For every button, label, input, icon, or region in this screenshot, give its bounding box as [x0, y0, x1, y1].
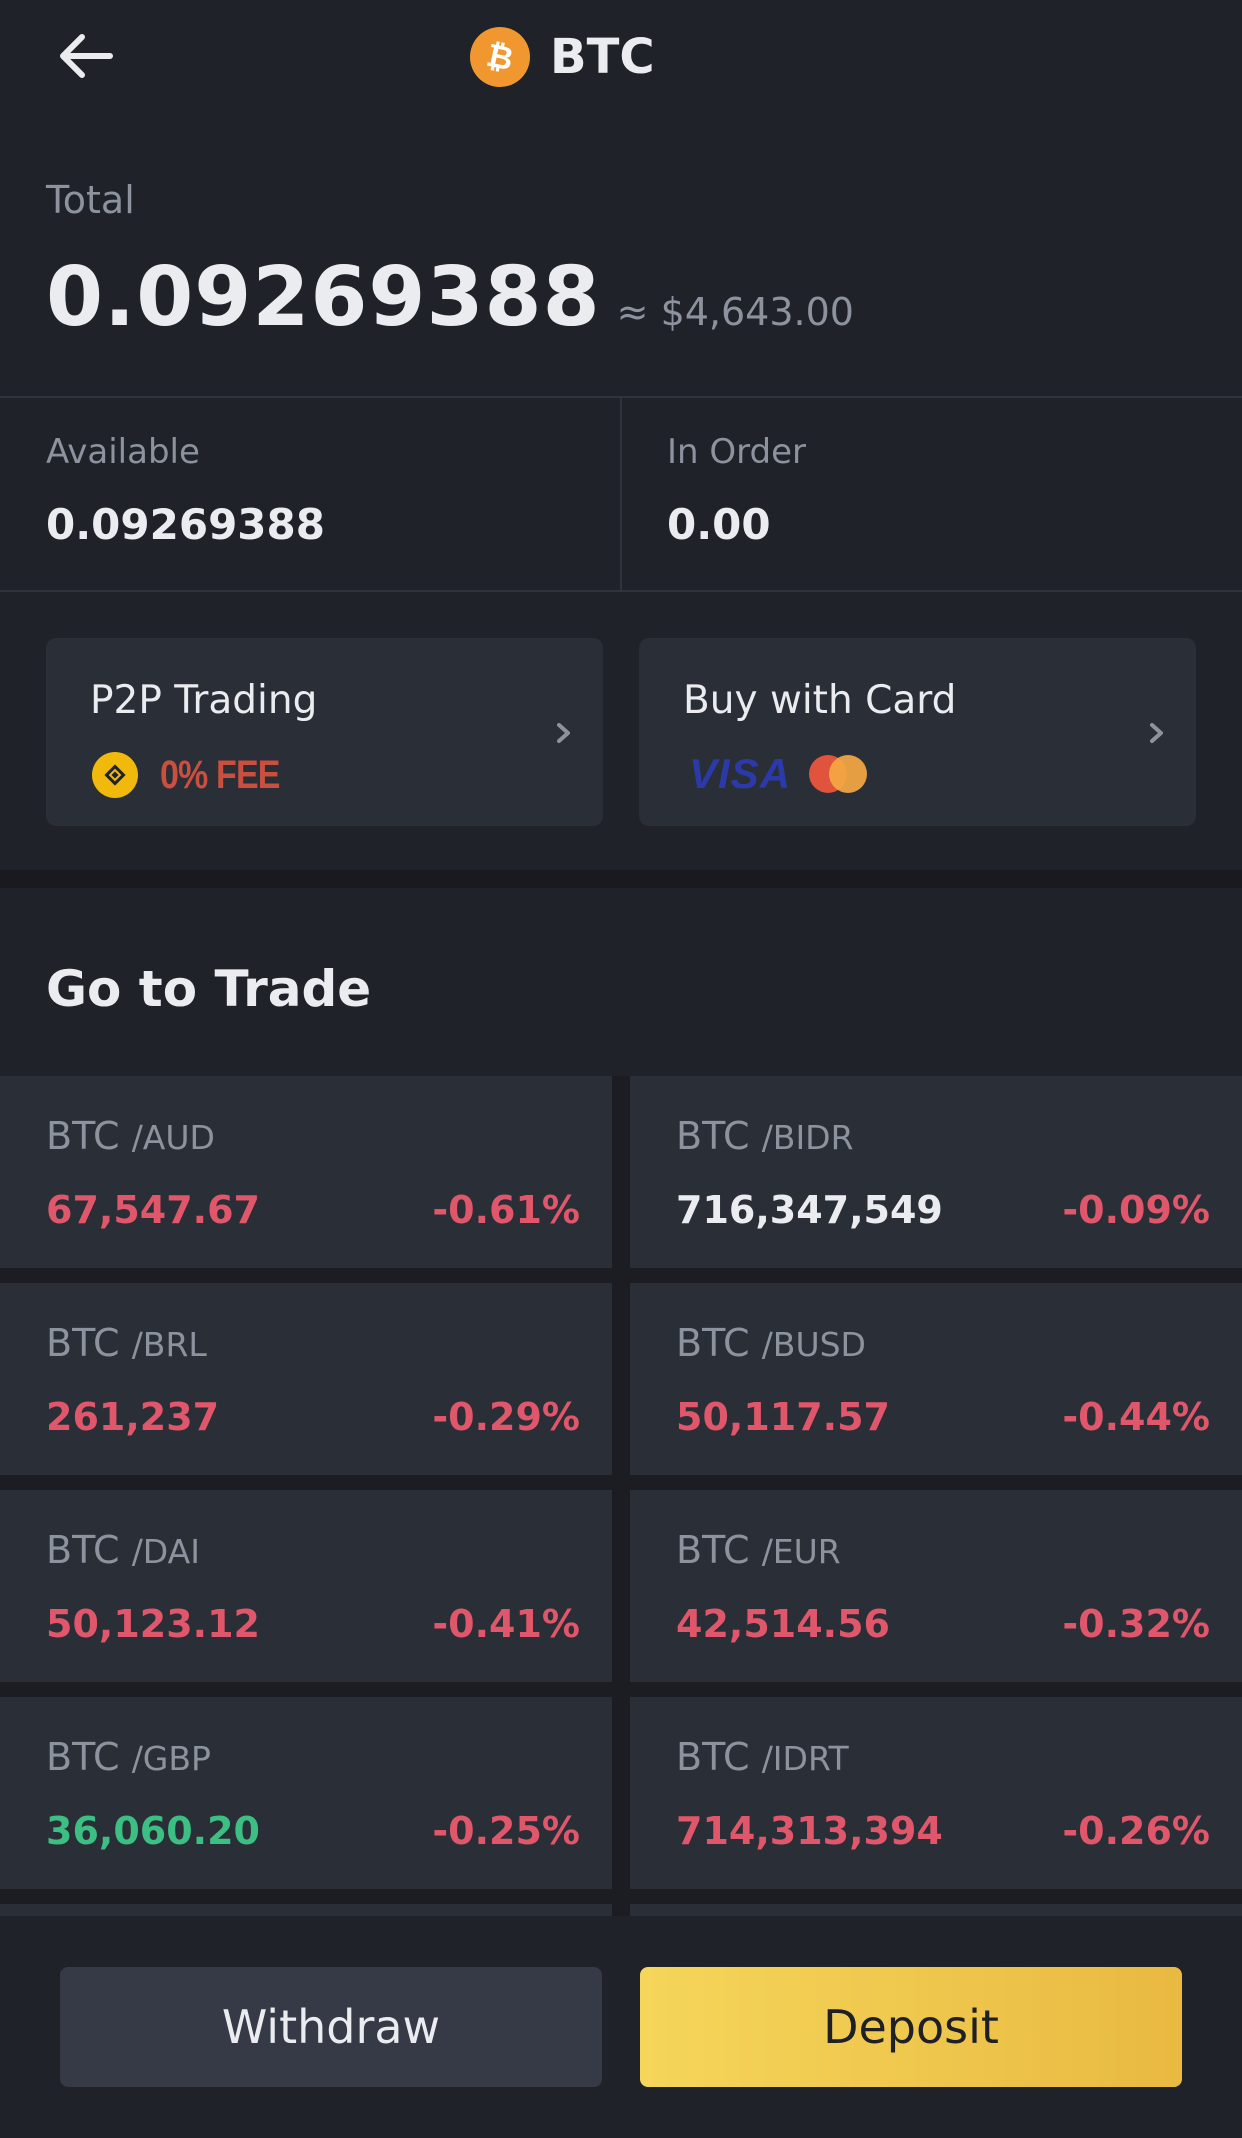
header: ₿ BTC	[0, 0, 1242, 115]
pair-name: BTC /DAI	[46, 1528, 200, 1572]
buy-with-card-card[interactable]: Buy with Card VISA	[639, 638, 1196, 826]
bitcoin-icon: ₿	[470, 27, 530, 87]
pair-name: BTC /EUR	[676, 1528, 841, 1572]
pair-name: BTC /GBP	[46, 1735, 211, 1779]
p2p-trading-card[interactable]: P2P Trading 0% FEE	[46, 638, 603, 826]
pair-change: -0.29%	[432, 1395, 580, 1439]
trade-pair-card[interactable]: BTC /IDRT 714,313,394 -0.26%	[630, 1697, 1242, 1889]
pair-name: BTC /BUSD	[676, 1321, 866, 1365]
trade-pair-card[interactable]: BTC /BUSD 50,117.57 -0.44%	[630, 1283, 1242, 1475]
pair-price: 50,117.57	[676, 1395, 890, 1439]
svg-text:₿: ₿	[483, 37, 516, 77]
deposit-button[interactable]: Deposit	[640, 1967, 1182, 2087]
p2p-trading-title: P2P Trading	[90, 678, 318, 723]
pair-change: -0.61%	[432, 1188, 580, 1232]
total-label: Total	[46, 178, 135, 222]
trade-pair-card[interactable]: BTC /DAI 50,123.12 -0.41%	[0, 1490, 612, 1682]
pair-price: 716,347,549	[676, 1188, 943, 1232]
pair-name: BTC /BIDR	[676, 1114, 854, 1158]
trade-pair-card[interactable]: BTC /BIDR 716,347,549 -0.09%	[630, 1076, 1242, 1268]
pair-name: BTC /AUD	[46, 1114, 215, 1158]
fee-text: 0% FEE	[160, 752, 280, 797]
pair-price: 50,123.12	[46, 1602, 260, 1646]
total-balance: 0.09269388 ≈ $4,643.00	[46, 250, 854, 345]
pair-change: -0.25%	[432, 1809, 580, 1853]
back-button[interactable]	[52, 26, 122, 86]
available-value: 0.09269388	[46, 500, 325, 549]
mastercard-icon	[809, 755, 869, 793]
trade-pair-card[interactable]: BTC /EUR 42,514.56 -0.32%	[630, 1490, 1242, 1682]
divider	[0, 590, 1242, 592]
fee-badge: 0% FEE	[92, 752, 301, 798]
total-usd-value: ≈ $4,643.00	[616, 290, 854, 334]
card-logos: VISA	[689, 750, 869, 798]
pair-change: -0.26%	[1062, 1809, 1210, 1853]
page-title: BTC	[550, 29, 655, 85]
trade-pair-card[interactable]: BTC /AUD 67,547.67 -0.61%	[0, 1076, 612, 1268]
total-value: 0.09269388	[46, 250, 601, 345]
pair-price: 42,514.56	[676, 1602, 890, 1646]
available-label: Available	[46, 432, 200, 472]
pair-price: 67,547.67	[46, 1188, 260, 1232]
trade-pair-card[interactable]: BTC /GBP 36,060.20 -0.25%	[0, 1697, 612, 1889]
section-separator	[0, 870, 1242, 888]
pair-change: -0.44%	[1062, 1395, 1210, 1439]
pair-price: 261,237	[46, 1395, 220, 1439]
visa-logo: VISA	[689, 750, 792, 797]
pair-price: 714,313,394	[676, 1809, 943, 1853]
buy-with-card-title: Buy with Card	[683, 678, 957, 723]
pair-change: -0.41%	[432, 1602, 580, 1646]
trade-pair-card[interactable]: BTC /BRL 261,237 -0.29%	[0, 1283, 612, 1475]
divider	[620, 396, 622, 592]
pair-change: -0.32%	[1062, 1602, 1210, 1646]
go-to-trade-title: Go to Trade	[46, 960, 372, 1018]
chevron-right-icon	[557, 723, 570, 743]
in-order-value: 0.00	[667, 500, 771, 549]
pair-name: BTC /BRL	[46, 1321, 207, 1365]
withdraw-button[interactable]: Withdraw	[60, 1967, 602, 2087]
chevron-right-icon	[1150, 723, 1163, 743]
trade-pair-card-partial	[630, 1904, 1242, 1916]
pair-name: BTC /IDRT	[676, 1735, 849, 1779]
page-title-group: ₿ BTC	[470, 26, 655, 88]
pair-price: 36,060.20	[46, 1809, 260, 1853]
in-order-label: In Order	[667, 432, 807, 472]
binance-icon	[92, 752, 138, 798]
pair-change: -0.09%	[1062, 1188, 1210, 1232]
trade-pair-card-partial	[0, 1904, 612, 1916]
arrow-left-icon	[60, 34, 113, 78]
